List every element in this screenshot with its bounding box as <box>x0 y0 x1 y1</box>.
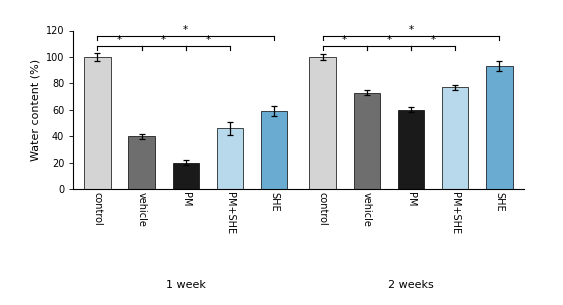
Text: *: * <box>431 35 436 45</box>
Bar <box>397 110 425 189</box>
Text: 2 weeks: 2 weeks <box>388 280 434 290</box>
Bar <box>84 57 111 189</box>
Text: *: * <box>117 35 122 45</box>
Bar <box>442 87 468 189</box>
Text: *: * <box>205 35 211 45</box>
Bar <box>172 163 199 189</box>
Bar <box>128 136 155 189</box>
Text: *: * <box>161 35 166 45</box>
Text: *: * <box>342 35 347 45</box>
Text: *: * <box>183 25 189 35</box>
Bar <box>486 66 512 189</box>
Bar <box>217 128 243 189</box>
Y-axis label: Water content (%): Water content (%) <box>30 59 40 161</box>
Bar <box>261 111 287 189</box>
Text: *: * <box>386 35 391 45</box>
Bar <box>354 93 380 189</box>
Text: *: * <box>408 25 414 35</box>
Bar <box>310 57 336 189</box>
Text: 1 week: 1 week <box>166 280 205 290</box>
